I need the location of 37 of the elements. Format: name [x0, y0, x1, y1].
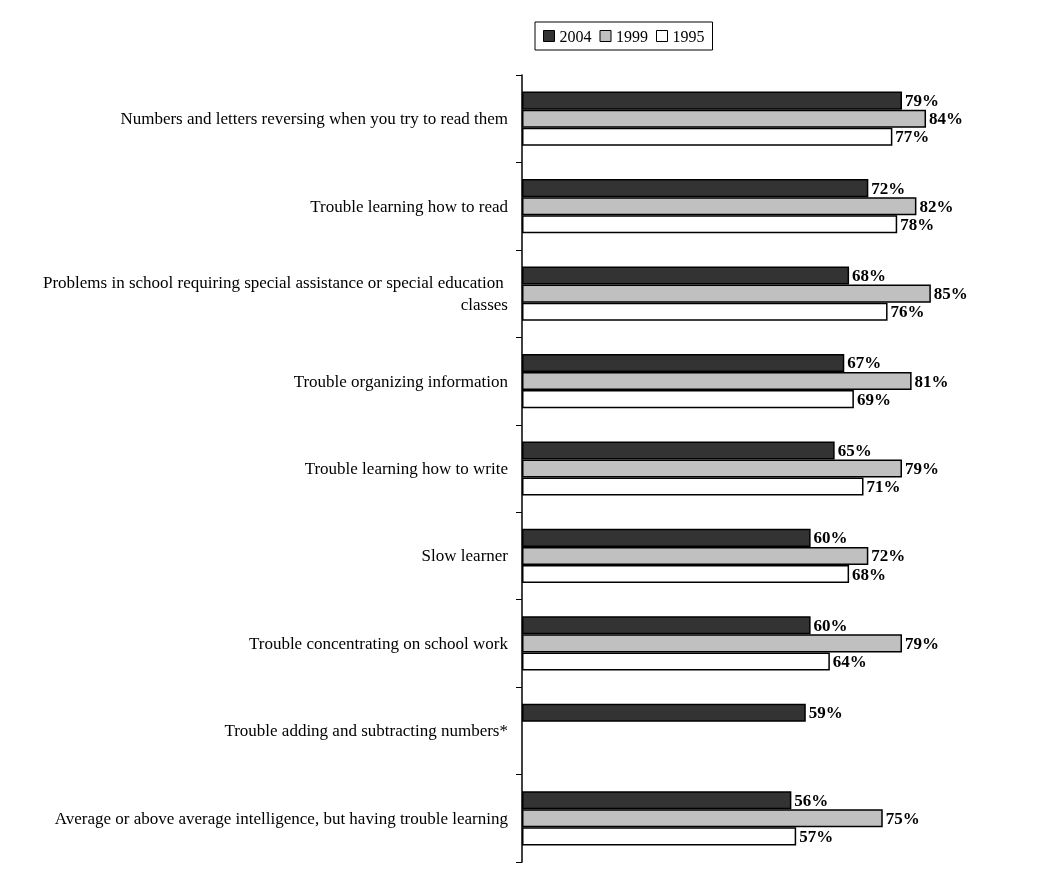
- data-label: 71%: [866, 477, 901, 497]
- data-label: 72%: [871, 178, 906, 198]
- data-label: 72%: [871, 546, 906, 566]
- data-label: 77%: [895, 127, 930, 147]
- y-tick-label: Average or above average intelligence, but having trouble learning: [54, 808, 509, 828]
- y-tick-label: Trouble learning how to read: [310, 196, 509, 216]
- data-label: 65%: [837, 440, 872, 460]
- legend-label: 1995: [672, 27, 705, 45]
- y-tick-label: Trouble learning how to write: [304, 459, 508, 478]
- data-label: 82%: [919, 196, 954, 216]
- y-tick-label: Trouble adding and subtracting numbers*: [224, 721, 508, 741]
- data-label: 78%: [900, 214, 935, 234]
- data-label: 59%: [808, 703, 843, 723]
- data-label: 60%: [813, 615, 848, 635]
- y-tick-label: Trouble organizing information: [293, 371, 509, 391]
- data-label: 68%: [852, 564, 887, 584]
- legend-label: 1999: [616, 27, 648, 45]
- y-tick-label: Problems in school requiring special assistance or special education classes: [42, 273, 508, 315]
- data-label: 64%: [832, 651, 867, 671]
- data-label: 79%: [904, 91, 939, 111]
- data-label: 79%: [904, 459, 939, 478]
- data-label: 81%: [914, 371, 949, 391]
- data-label: 56%: [794, 790, 829, 810]
- data-label: 60%: [813, 528, 848, 548]
- data-label: 84%: [929, 109, 964, 129]
- data-label: 76%: [890, 302, 925, 322]
- y-tick-label: Trouble concentrating on school work: [248, 633, 509, 653]
- legend-label: 2004: [559, 27, 592, 45]
- data-label: 69%: [856, 389, 891, 409]
- data-label: 67%: [847, 353, 882, 373]
- y-tick-label: Slow learner: [421, 546, 509, 566]
- y-tick-label: Numbers and letters reversing when you try to read them: [120, 109, 508, 129]
- data-label: 68%: [852, 266, 887, 286]
- data-label: 75%: [885, 808, 920, 828]
- data-label: 79%: [904, 633, 939, 653]
- data-label: 57%: [799, 826, 834, 846]
- data-label: 85%: [933, 284, 968, 304]
